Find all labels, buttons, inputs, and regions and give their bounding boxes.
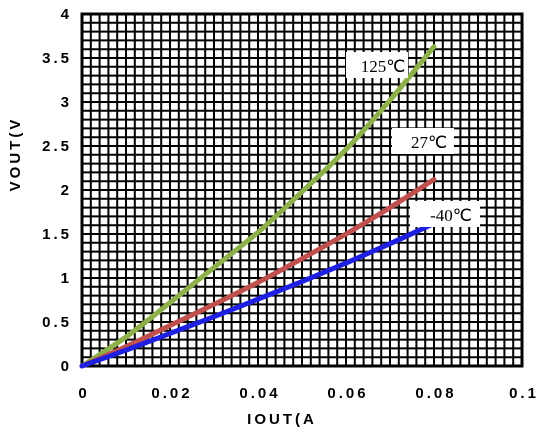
x-tick-label: 0 — [78, 385, 89, 402]
series-line — [79, 176, 437, 369]
plot-frame — [80, 12, 524, 368]
series-line — [79, 220, 437, 369]
x-tick-label: 0.04 — [239, 385, 280, 402]
x-tick-labels: 0 0.02 0.04 0.06 0.08 0.1 — [78, 385, 539, 402]
y-tick-label: 0.5 — [42, 314, 72, 331]
x-tick-label: 0.1 — [509, 385, 539, 402]
series-label-box — [410, 201, 480, 227]
y-tick-label: 3.5 — [42, 50, 72, 67]
x-axis-title: IOUT(A — [247, 411, 317, 428]
y-tick-label: 1.5 — [42, 226, 72, 243]
series-line — [79, 44, 437, 369]
y-tick-labels: 0 0.5 1 1.5 2 2.5 3 3.5 4 — [42, 6, 72, 375]
y-axis-title: VOUT(V — [7, 117, 24, 192]
series-label: 125℃ — [361, 57, 406, 76]
series-label-box — [392, 128, 454, 154]
y-tick-label: 3 — [61, 94, 72, 111]
series-label-box — [346, 52, 408, 78]
y-tick-label: 4 — [61, 6, 72, 23]
y-tick-label: 2.5 — [42, 138, 72, 155]
series-layer: 125℃ 27℃ -40℃ — [79, 44, 480, 369]
grid — [82, 14, 522, 366]
series-label: -40℃ — [430, 206, 472, 225]
y-tick-label: 0 — [61, 358, 72, 375]
y-tick-label: 2 — [61, 182, 72, 199]
x-tick-label: 0.08 — [415, 385, 456, 402]
x-tick-label: 0.06 — [327, 385, 368, 402]
y-tick-label: 1 — [61, 270, 72, 287]
x-tick-label: 0.02 — [151, 385, 192, 402]
series-label: 27℃ — [411, 133, 447, 152]
